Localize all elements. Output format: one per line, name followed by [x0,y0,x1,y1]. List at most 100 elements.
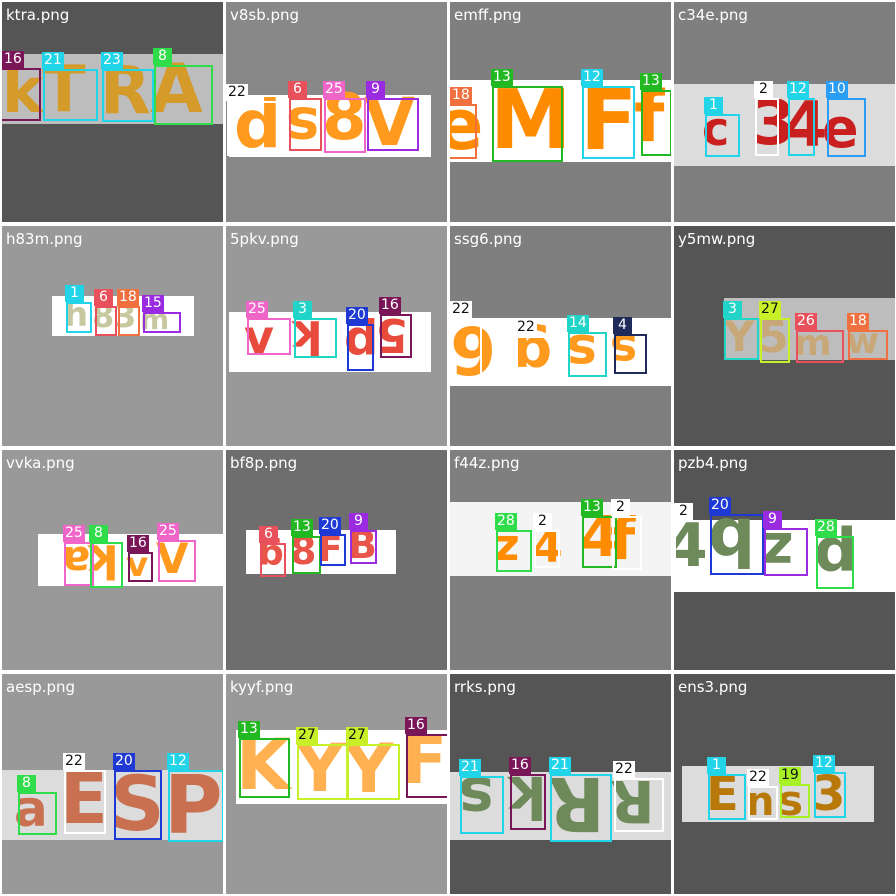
tile-filename: bf8p.png [230,454,298,472]
tile-filename: ssg6.png [454,230,523,248]
image-tile[interactable]: h 8 3 m 1 6 18 15 h83m.png [2,226,223,446]
detection-label: 28 [815,519,837,536]
captcha-glyph: E [706,766,739,822]
detection-label: 16 [405,717,427,734]
image-tile[interactable]: c 3 4 e 1 2 12 10 c34e.png [674,2,895,222]
detection-box [760,318,790,363]
detection-box [814,772,846,818]
captcha-glyph: 4 [784,88,828,161]
detection-label: 22 [226,84,248,101]
tile-filename: c34e.png [678,6,748,24]
detection-label: 3 [723,301,742,318]
detection-label: 12 [167,753,189,770]
detection-label: 13 [581,499,603,516]
detection-box [118,306,140,336]
captcha-glyph: B [348,523,377,567]
detection-label: 1 [704,97,723,114]
tile-filename: aesp.png [6,678,76,696]
image-tile[interactable]: g 8 F B 6 13 20 9 bf8p.png [226,450,447,670]
tile-filename: ens3.png [678,678,748,696]
detection-label: 23 [101,52,123,69]
image-tile[interactable]: 6 g s s 22 22 14 4 ssg6.png [450,226,671,446]
detection-box [764,528,808,576]
detection-label: 27 [346,727,368,744]
detection-label: 16 [379,297,401,314]
image-tile[interactable]: 4 b z p 2 20 9 28 pzb4.png [674,450,895,670]
image-tile[interactable]: k T R A 16 21 23 8 ktra.png [2,2,223,222]
captcha-glyph: 3 [812,766,846,822]
detection-label: 25 [323,81,345,98]
detection-box [708,774,746,820]
detection-label: 8 [17,775,36,792]
detection-label: 9 [366,81,385,98]
detection-label: 6 [94,289,113,306]
detection-box [816,536,854,589]
detection-box [612,516,642,570]
tile-filename: v8sb.png [230,6,300,24]
detection-box [292,536,321,574]
captcha-strip [2,770,223,840]
detection-box [143,312,181,333]
captcha-glyph: K [236,724,291,806]
detection-label: 9 [349,513,368,530]
detection-box [347,324,374,371]
detection-label: 8 [153,48,172,65]
detection-box [788,98,815,156]
tile-filename: 5pkv.png [230,230,299,248]
detection-box [510,774,546,830]
detection-label: 20 [319,517,341,534]
detection-box [755,98,779,156]
detection-label: 1 [65,285,84,302]
detection-label: 2 [533,513,552,530]
tile-filename: kyyf.png [230,678,294,696]
detection-box [154,65,213,125]
captcha-strip [450,772,671,840]
detection-label: 22 [63,753,85,770]
image-tile[interactable]: K Y Y F 13 27 27 16 kyyf.png [226,674,447,894]
captcha-glyph: E [60,758,108,840]
detection-box [460,776,504,834]
image-tile[interactable]: a E S P 8 22 20 12 aesp.png [2,674,223,894]
captcha-glyph: v [244,310,274,364]
image-tile[interactable]: s k R R 21 16 21 22 rrks.png [450,674,671,894]
image-tile[interactable]: Y 5 m w 3 27 26 18 y5mw.png [674,226,895,446]
image-tile[interactable]: v k p 5 25 3 20 16 5pkv.png [226,226,447,446]
detection-box [450,104,477,159]
detection-label: 9 [763,511,782,528]
detection-label: 13 [640,73,662,90]
detection-box [227,101,285,156]
detection-box [239,738,290,798]
detection-label: 27 [296,727,318,744]
detection-label: 25 [157,523,179,540]
detection-box [550,774,612,842]
detection-box [347,744,400,800]
detection-label: 22 [747,769,769,786]
detection-box [568,332,607,377]
detection-box [705,114,740,157]
image-tile[interactable]: z 4 4 f 28 2 13 2 f44z.png [450,450,671,670]
detection-box [289,98,322,151]
detection-box [114,770,162,840]
detection-box [66,302,92,333]
captcha-glyph: P [164,759,223,852]
detection-label: 3 [293,301,312,318]
image-tile[interactable]: d s 8 V 22 6 25 9 v8sb.png [226,2,447,222]
image-tile[interactable]: a k v V 25 8 16 25 vvka.png [2,450,223,670]
detection-label: 2 [754,81,773,98]
detection-label: 15 [142,295,164,312]
detection-label: 21 [549,757,571,774]
detection-label: 2 [611,499,630,516]
detection-label: 28 [495,513,517,530]
detection-box [724,318,759,360]
detection-label: 22 [613,761,635,778]
detection-box [350,530,377,564]
captcha-glyph: M [490,73,572,168]
captcha-glyph: 4 [674,511,708,581]
detection-label: 10 [826,81,848,98]
detection-label: 13 [238,721,260,738]
detection-box [827,98,866,157]
detection-label: 25 [63,525,85,542]
